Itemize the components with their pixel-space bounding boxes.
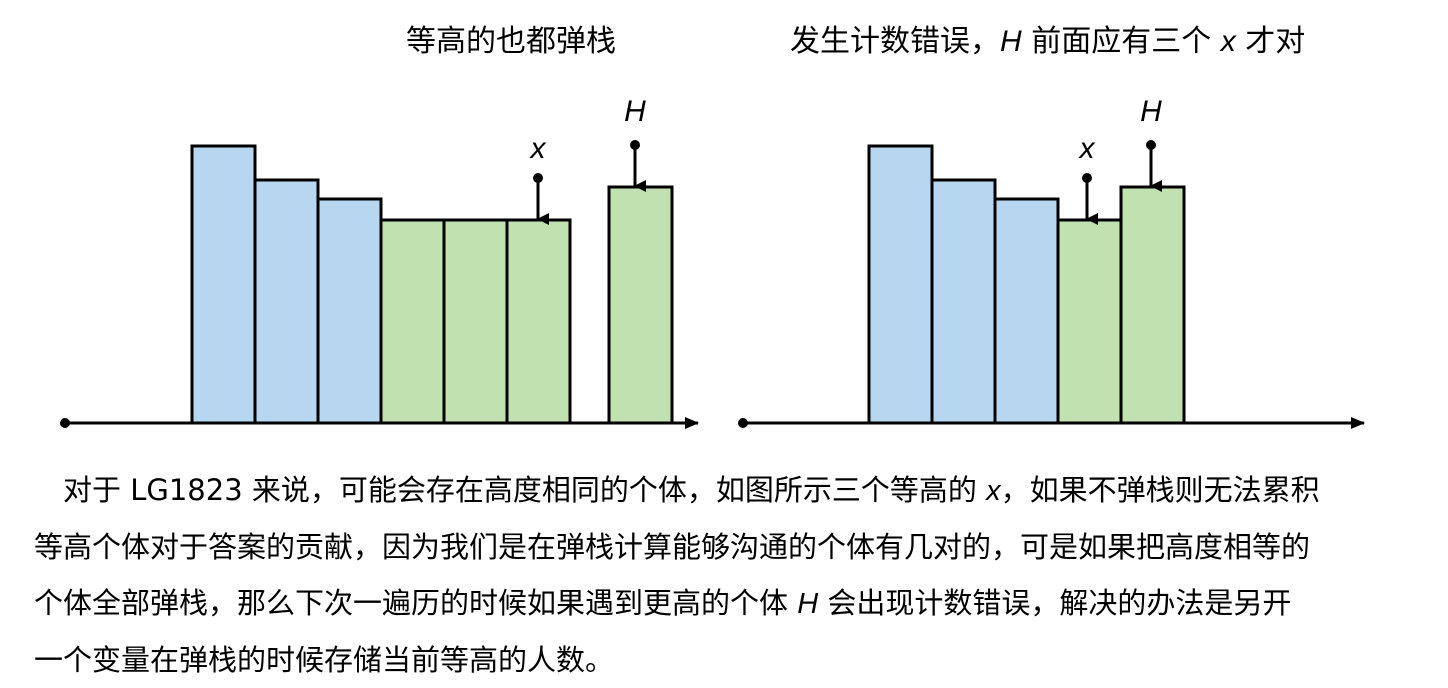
caption-line-1: 对于 LG1823 来说，可能会存在高度相同的个体，如图所示三个等高的 x，如果… [34, 462, 1414, 519]
right-title-h: H [1000, 25, 1022, 58]
caption-line-3-b: 会出现计数错误，解决的办法是另开 [818, 586, 1292, 620]
caption-line-2: 等高个体对于答案的贡献，因为我们是在弹栈计算能够沟通的个体有几对的，可是如果把高… [34, 530, 1311, 564]
right-x-label: x [1078, 132, 1096, 165]
caption-line-1-x: x [986, 475, 1001, 507]
caption-line-1-a: 对于 LG1823 来说，可能会存在高度相同的个体，如图所示三个等高的 [63, 473, 987, 507]
right-bar-4 [1056, 218, 1123, 425]
right-bar-3 [993, 197, 1060, 425]
right-h-label: H [1140, 95, 1162, 128]
right-title-x: x [1220, 25, 1236, 58]
left-bar-4 [379, 218, 446, 425]
left-bar-2 [253, 178, 320, 425]
left-bar-3 [316, 197, 383, 425]
left-bar-6 [505, 218, 572, 425]
caption-line-3-h: H [797, 588, 819, 620]
left-bar-h [607, 185, 674, 425]
histogram-diagram: xH xH [60, 95, 1365, 429]
caption-paragraph: 对于 LG1823 来说，可能会存在高度相同的个体，如图所示三个等高的 x，如果… [34, 462, 1414, 688]
right-panel-title: 发生计数错误，H 前面应有三个 x 才对 [790, 22, 1305, 62]
caption-line-4: 一个变量在弹栈的时候存储当前等高的人数。 [34, 643, 615, 677]
left-h-label: H [624, 95, 646, 128]
right-panel: xH [738, 95, 1365, 429]
left-bar-5 [442, 218, 509, 425]
right-bar-2 [930, 178, 997, 425]
right-bar-1 [867, 144, 934, 425]
caption-line-3: 个体全部弹栈，那么下次一遍历的时候如果遇到更高的个体 H 会出现计数错误，解决的… [34, 575, 1414, 632]
left-x-label: x [529, 132, 547, 165]
left-panel-title: 等高的也都弹栈 [406, 24, 616, 59]
caption-line-1-b: ，如果不弹栈则无法累积 [1000, 473, 1320, 507]
left-panel: xH [60, 95, 699, 429]
right-bar-5 [1119, 185, 1186, 425]
caption-line-3-a: 个体全部弹栈，那么下次一遍历的时候如果遇到更高的个体 [34, 586, 798, 620]
right-title-prefix: 发生计数错误， [790, 24, 1000, 59]
right-title-mid: 前面应有三个 [1021, 24, 1221, 59]
left-bar-1 [190, 144, 257, 425]
right-title-suffix: 才对 [1235, 24, 1306, 59]
